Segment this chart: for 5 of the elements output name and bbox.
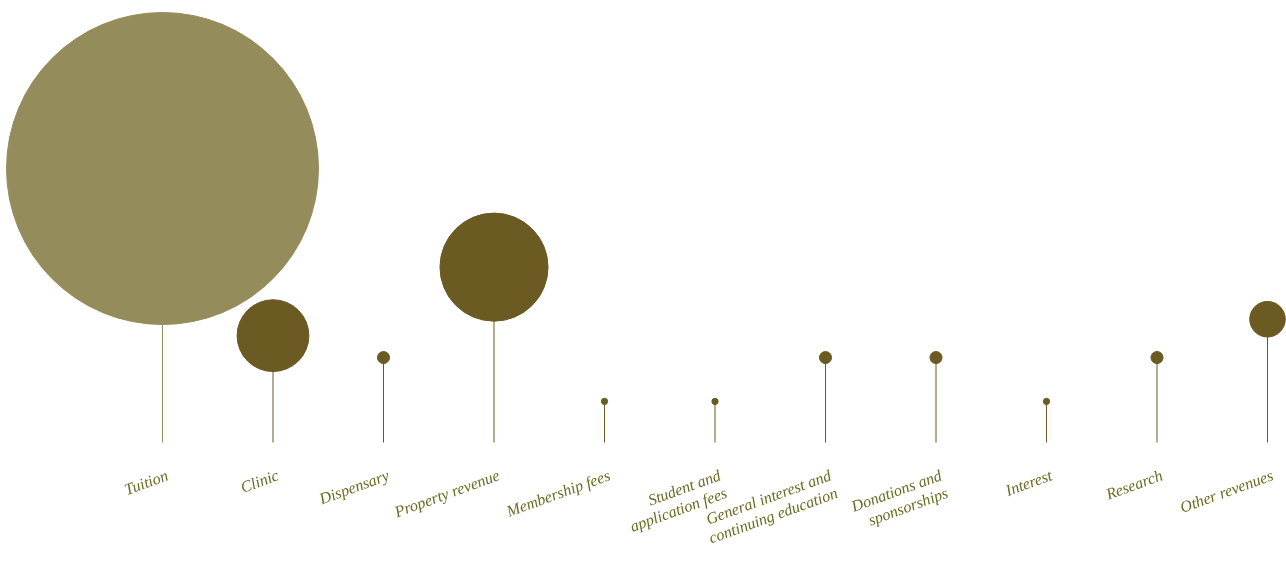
- x-tick-label: Property revenue: [391, 466, 503, 522]
- x-tick-label: Clinic: [238, 466, 281, 496]
- x-tick-label: Interest: [1002, 466, 1055, 500]
- x-tick-label: Other revenues: [1177, 466, 1276, 516]
- x-tick-label: Tuition: [121, 466, 171, 498]
